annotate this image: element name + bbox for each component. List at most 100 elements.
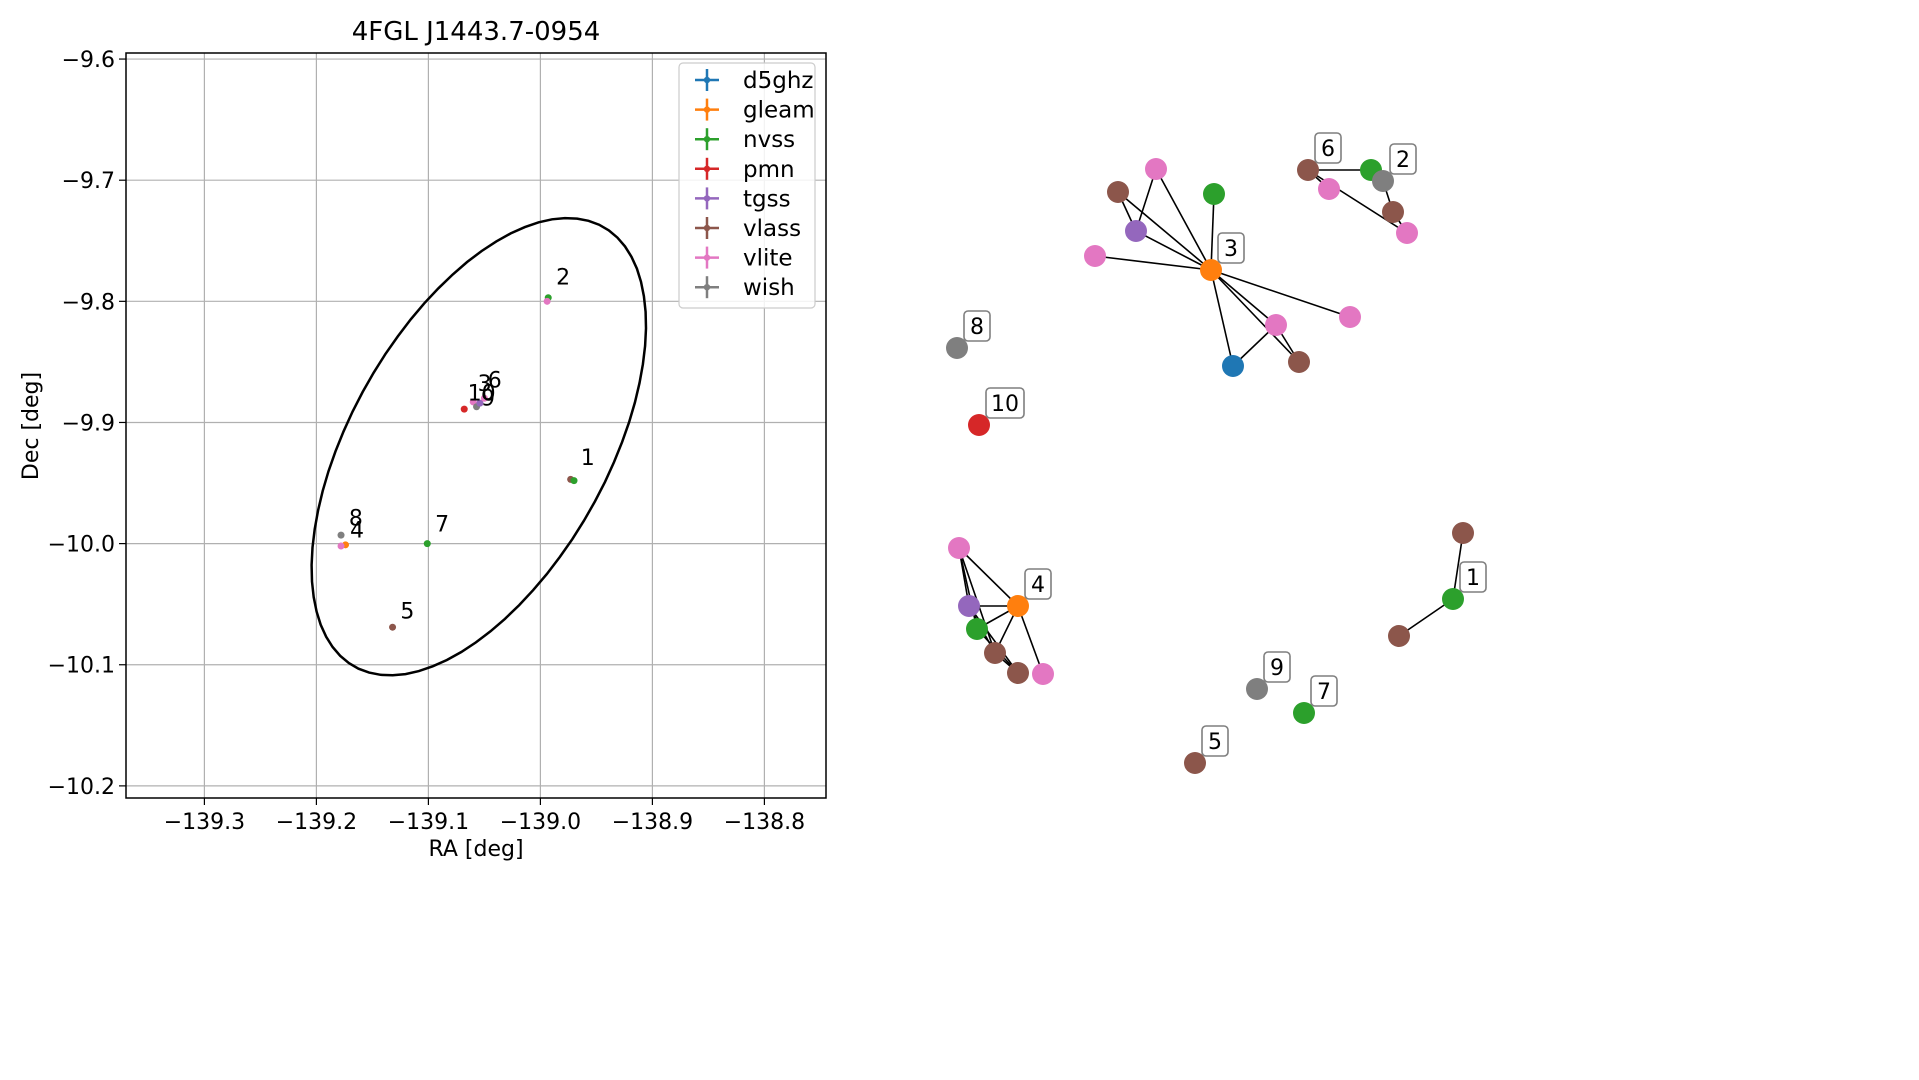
- network-edge: [1155, 168, 1212, 271]
- source-label: 9: [481, 387, 495, 412]
- network-label: 4: [1031, 573, 1045, 598]
- network-edge: [1210, 269, 1277, 326]
- network-edge: [958, 547, 1019, 607]
- network-label-box: [1024, 568, 1052, 600]
- network-node: [1007, 662, 1029, 684]
- network-node: [958, 595, 980, 617]
- y-tick-label: −10.0: [48, 533, 115, 558]
- source-label: 1: [581, 446, 595, 471]
- y-tick-label: −9.6: [62, 48, 115, 73]
- source-point: [570, 477, 578, 485]
- legend-box: [678, 62, 816, 309]
- y-tick-label: −9.8: [62, 290, 115, 315]
- network-node: [1203, 183, 1225, 205]
- network-label: 6: [1321, 137, 1335, 162]
- source-label: 6: [488, 368, 502, 393]
- network-node: [966, 618, 988, 640]
- network-node: [1246, 678, 1268, 700]
- network-node: [1396, 222, 1418, 244]
- y-tick-label: −10.1: [48, 654, 115, 679]
- network-label-box: [1459, 561, 1487, 593]
- network-node: [1125, 220, 1147, 242]
- network-labels: 3 6 2 8 10 4 1 9 7 5: [963, 132, 1487, 757]
- x-tick-label: −138.8: [724, 810, 805, 835]
- source-label: 4: [350, 519, 364, 544]
- network-edge: [1017, 605, 1044, 675]
- source-label: 2: [556, 265, 570, 290]
- legend-marker-dot: [703, 224, 711, 232]
- x-tick-label: −139.0: [500, 810, 581, 835]
- x-tick-label: −139.1: [388, 810, 469, 835]
- error-ellipse: [310, 216, 648, 677]
- legend-entry-d5ghz: d5ghz: [743, 68, 813, 94]
- source-label: 10: [468, 382, 496, 407]
- source-label: 3: [478, 372, 492, 397]
- legend-entry-vlass: vlass: [743, 216, 801, 242]
- network-edge: [1210, 269, 1234, 367]
- network-label-box: [1314, 132, 1342, 164]
- network-label: 5: [1208, 730, 1222, 755]
- network-node: [1388, 625, 1410, 647]
- network-edge: [1135, 230, 1212, 271]
- network-node: [1318, 178, 1340, 200]
- source-point: [389, 623, 397, 631]
- network-nodes: [946, 158, 1474, 774]
- y-tick-label: −9.9: [62, 411, 115, 436]
- legend-marker-dot: [703, 106, 711, 113]
- legend-marker-dot: [703, 76, 711, 84]
- source-point: [460, 405, 468, 413]
- network-node: [1032, 663, 1054, 685]
- network-node: [1107, 181, 1129, 203]
- network-label: 3: [1224, 237, 1238, 262]
- network-node: [1339, 306, 1361, 328]
- network-edge: [1210, 269, 1300, 363]
- error-ellipse-layer: [310, 216, 648, 677]
- network-label-box: [1389, 143, 1417, 175]
- network-node: [1382, 201, 1404, 223]
- legend-marker-dot: [703, 136, 711, 143]
- x-axis-label: RA [deg]: [428, 837, 523, 862]
- network-edge: [968, 605, 1019, 674]
- chart-title: 4FGL J1443.7-0954: [352, 17, 601, 47]
- legend-entry-tgss: tgss: [743, 186, 791, 212]
- network-label-box: [1201, 725, 1229, 757]
- legend-marker-dot: [703, 195, 711, 202]
- network-edge: [1452, 532, 1464, 600]
- legend-entry-nvss: nvss: [743, 127, 795, 153]
- network-label: 7: [1317, 680, 1331, 705]
- network-node: [1200, 259, 1222, 281]
- network-node: [1452, 522, 1474, 544]
- x-tick-label: −138.9: [612, 810, 693, 835]
- source-label: 8: [349, 506, 363, 531]
- network-label-box: [1263, 651, 1291, 683]
- source-point: [423, 540, 431, 548]
- source-point: [480, 394, 488, 402]
- network-node: [1184, 752, 1206, 774]
- legend: d5ghz gleam nvss pmn tgss vlass vlite wish: [678, 62, 816, 309]
- network-label-box: [1310, 675, 1338, 707]
- legend-marker-dot: [703, 254, 711, 261]
- legend-entry-gleam: gleam: [743, 98, 815, 124]
- network-edge: [1210, 193, 1215, 271]
- network-edge: [1094, 255, 1212, 271]
- source-label: 5: [400, 600, 414, 625]
- network-edge: [1117, 191, 1212, 271]
- y-tick-label: −9.7: [62, 169, 115, 194]
- network-label: 1: [1466, 566, 1480, 591]
- legend-marker-dot: [703, 165, 711, 172]
- network-label-box: [963, 310, 991, 342]
- network-node: [1442, 588, 1464, 610]
- axis-ticks: −139.3 −139.2 −139.1 −139.0 −138.9 −138.8 −9.6…: [48, 48, 806, 835]
- network-node: [1084, 245, 1106, 267]
- network-node: [968, 414, 990, 436]
- network-label: 9: [1270, 656, 1284, 681]
- network-node: [1288, 351, 1310, 373]
- network-label: 2: [1396, 148, 1410, 173]
- x-tick-label: −139.3: [164, 810, 245, 835]
- network-node: [1265, 314, 1287, 336]
- legend-marker-dot: [703, 284, 711, 291]
- network-label: 8: [970, 315, 984, 340]
- source-point: [337, 531, 345, 539]
